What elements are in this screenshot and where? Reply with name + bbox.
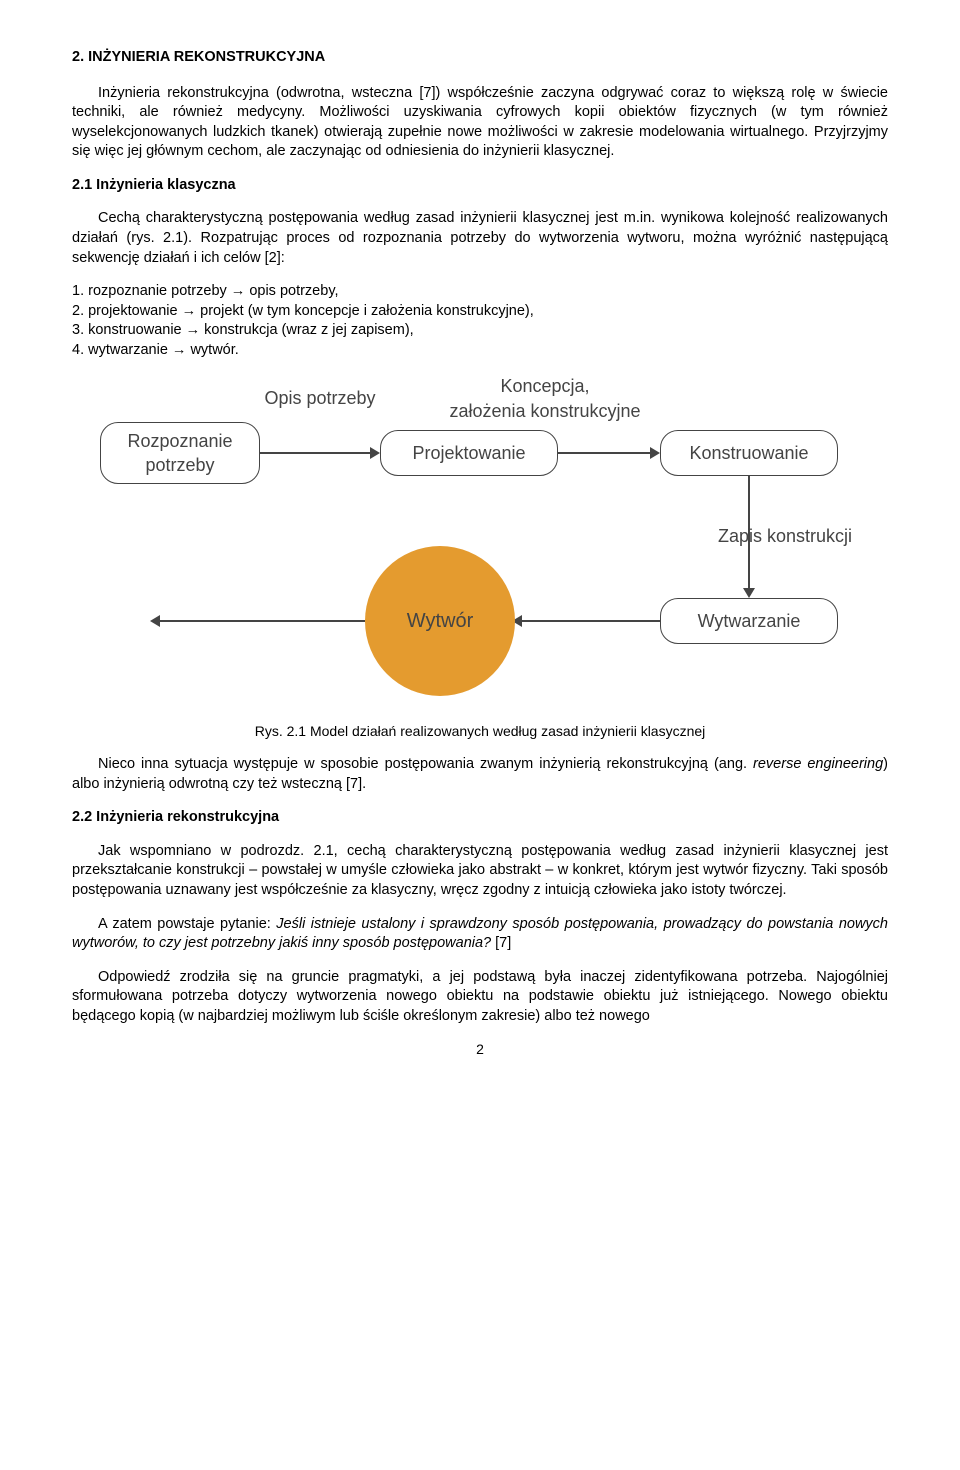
node-wytwarzanie: Wytwarzanie <box>660 598 838 644</box>
subsection-heading-2-2: 2.2 Inżynieria rekonstrukcyjna <box>72 808 888 828</box>
text: Nieco inna sytuacja występuje w sposobie… <box>98 756 753 772</box>
edge-label-koncepcja: Koncepcja, założenia konstrukcyjne <box>430 374 660 423</box>
text: A zatem powstaje pytanie: <box>98 916 276 932</box>
arrow-line <box>522 620 660 622</box>
node-konstruowanie: Konstruowanie <box>660 430 838 476</box>
node-projektowanie: Projektowanie <box>380 430 558 476</box>
figure-caption: Rys. 2.1 Model działań realizowanych wed… <box>72 722 888 741</box>
paragraph-2-2-a: Jak wspomniano w podrozdz. 2.1, cechą ch… <box>72 842 888 901</box>
arrow-head-down-icon <box>743 588 755 598</box>
subsection-heading-2-1: 2.1 Inżynieria klasyczna <box>72 176 888 196</box>
paragraph-2-2-c: Odpowiedź zrodziła się na gruncie pragma… <box>72 968 888 1027</box>
page-number: 2 <box>72 1040 888 1059</box>
section-heading: 2. INŻYNIERIA REKONSTRUKCYJNA <box>72 48 888 68</box>
arrow-line <box>160 620 365 622</box>
arrow-head-right-icon <box>370 447 380 459</box>
italic-term: reverse engineering <box>753 756 883 772</box>
node-rozpoznanie: Rozpoznanie potrzeby <box>100 422 260 484</box>
paragraph-after-fig: Nieco inna sytuacja występuje w sposobie… <box>72 755 888 794</box>
node-wytwor-circle: Wytwór <box>365 546 515 696</box>
arrow-head-left-icon <box>150 615 160 627</box>
arrow-line <box>558 452 650 454</box>
list-item: 2. projektowanie → projekt (w tym koncep… <box>72 302 888 322</box>
ordered-list: 1. rozpoznanie potrzeby → opis potrzeby,… <box>72 282 888 360</box>
list-item: 3. konstruowanie → konstrukcja (wraz z j… <box>72 321 888 341</box>
paragraph-intro: Inżynieria rekonstrukcyjna (odwrotna, ws… <box>72 84 888 162</box>
text: [7] <box>491 935 511 951</box>
paragraph-2-1: Cechą charakterystyczną postępowania wed… <box>72 209 888 268</box>
paragraph-2-2-b: A zatem powstaje pytanie: Jeśli istnieje… <box>72 915 888 954</box>
edge-label-zapis: Zapis konstrukcji <box>672 524 852 548</box>
arrow-head-right-icon <box>650 447 660 459</box>
list-item: 1. rozpoznanie potrzeby → opis potrzeby, <box>72 282 888 302</box>
arrow-line <box>260 452 370 454</box>
flowchart-diagram: Opis potrzeby Koncepcja, założenia konst… <box>100 374 860 714</box>
list-item: 4. wytwarzanie → wytwór. <box>72 341 888 361</box>
edge-label-opis: Opis potrzeby <box>250 386 390 410</box>
